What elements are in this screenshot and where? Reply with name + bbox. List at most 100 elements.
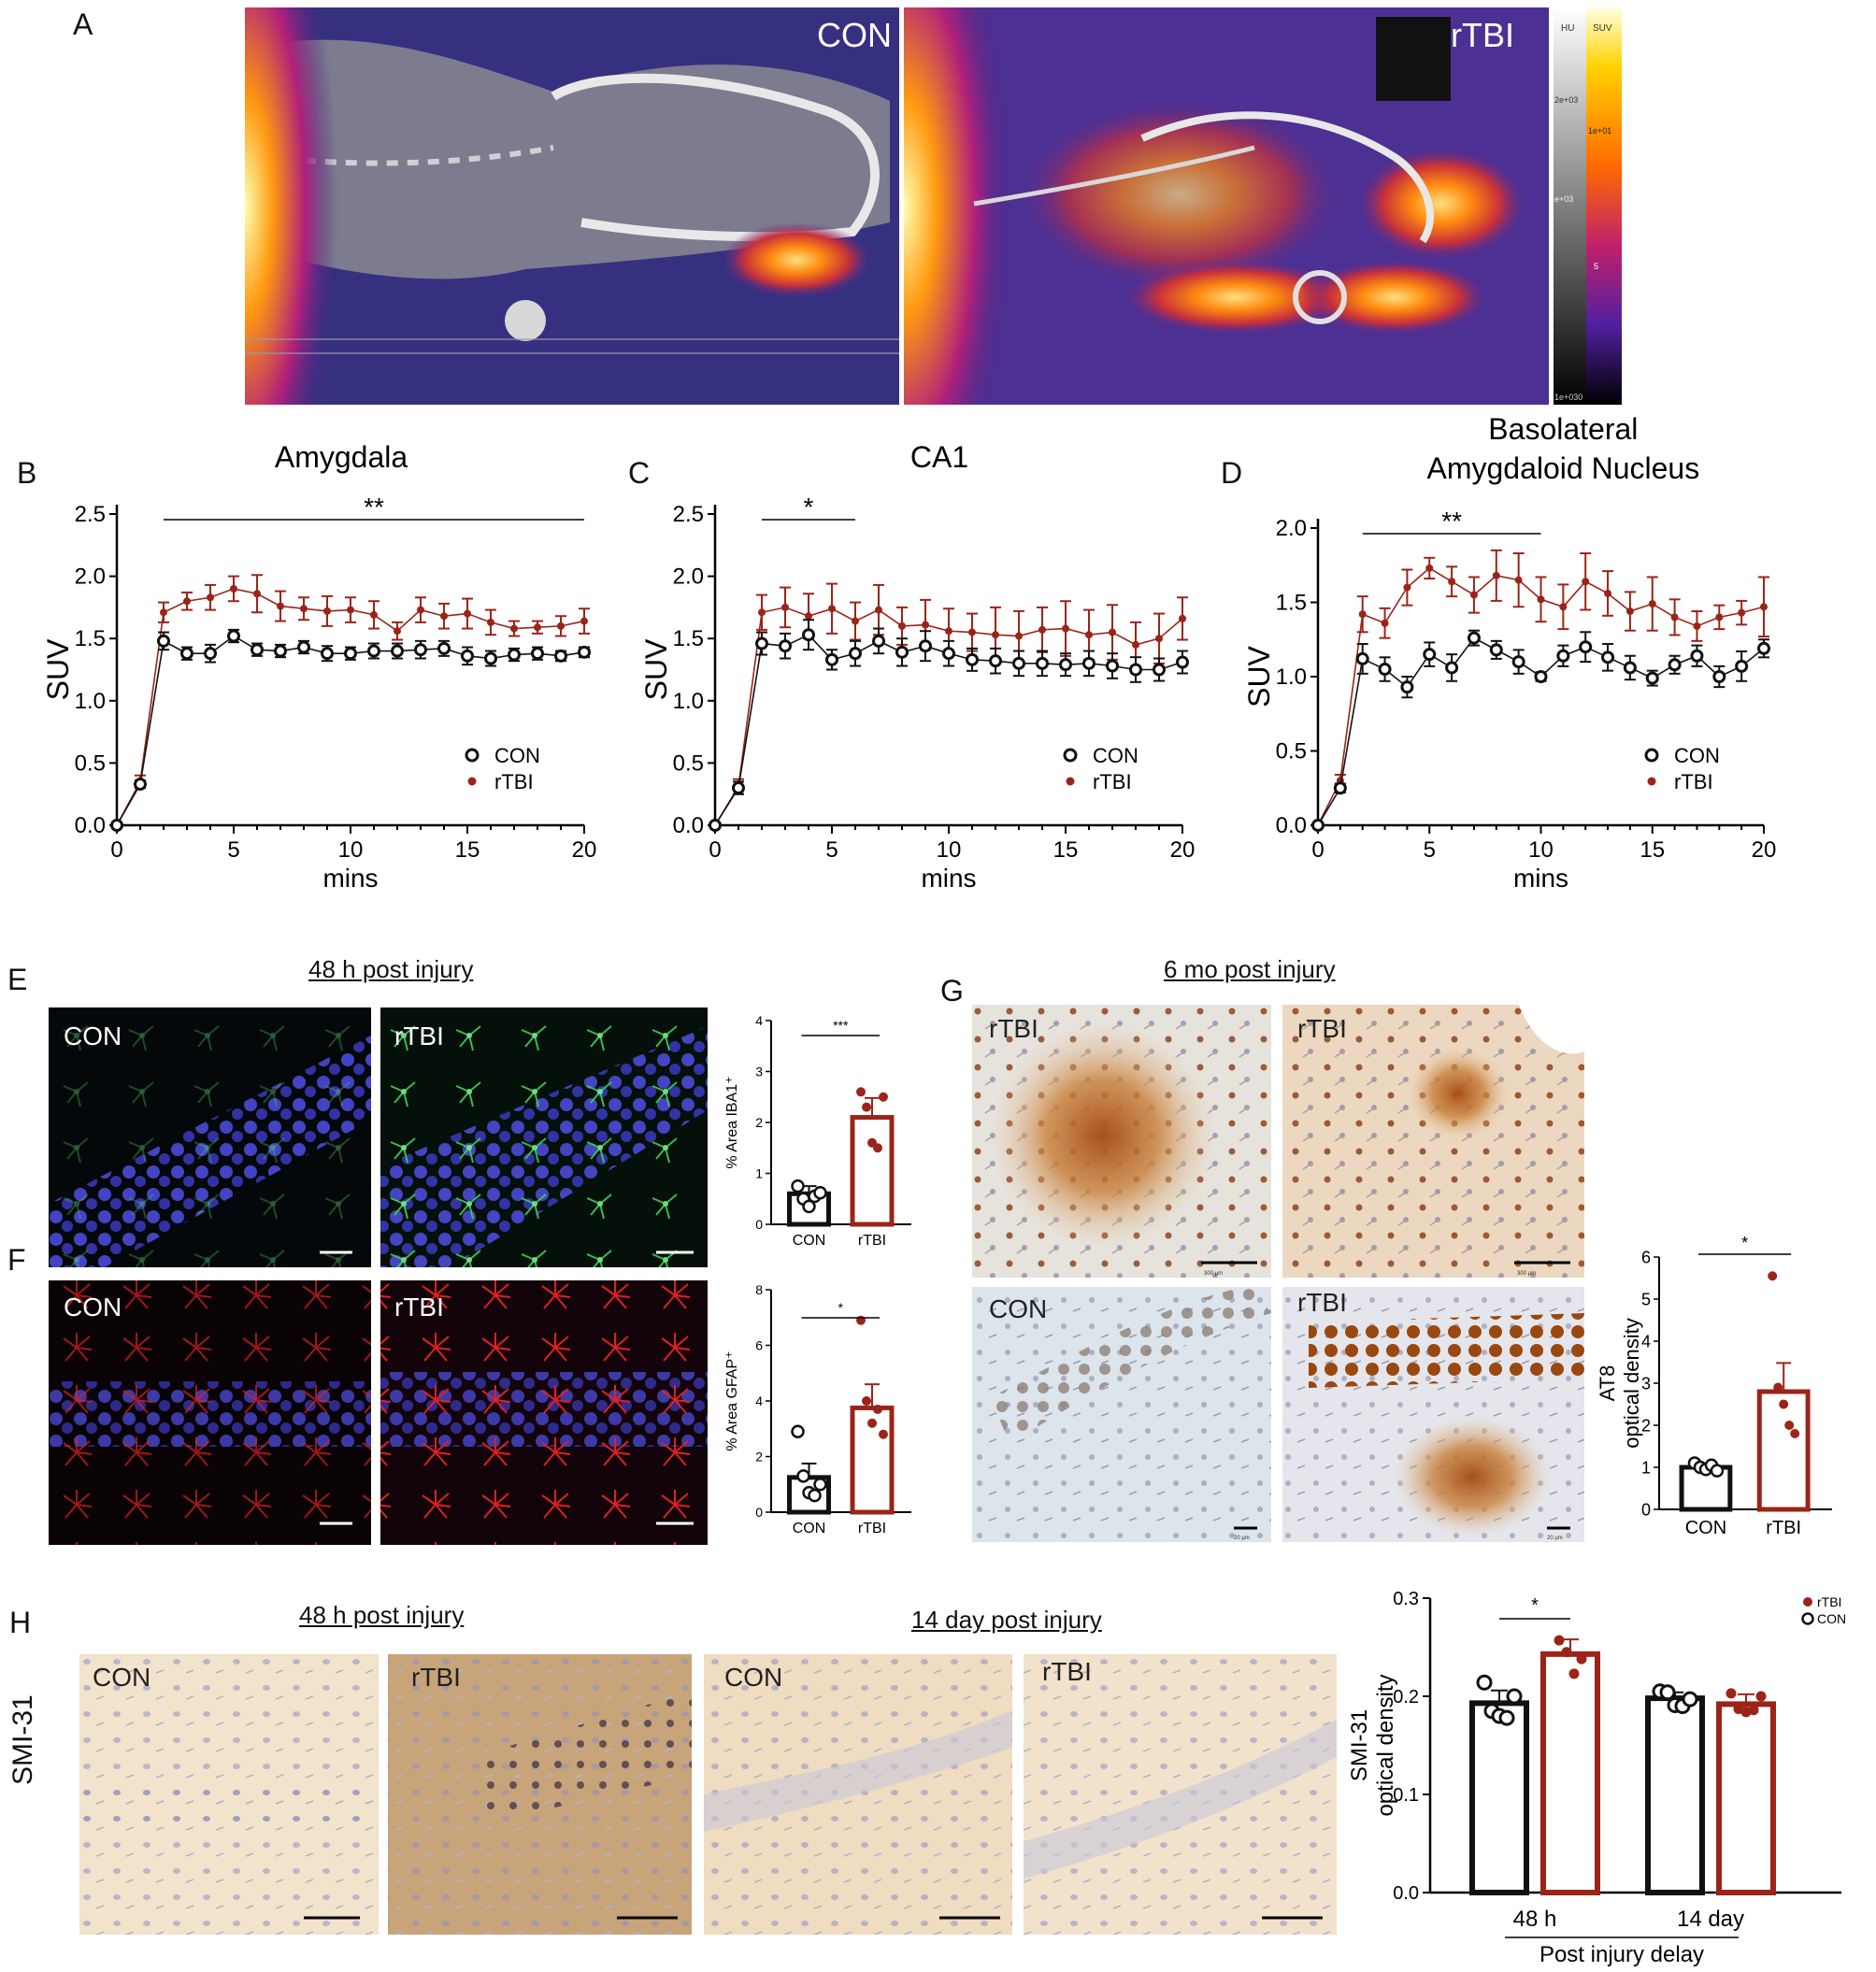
significance-label: *** (833, 1018, 849, 1033)
data-point-rtbi (945, 627, 952, 636)
bar-rtbi (1756, 1389, 1811, 1512)
section-title-6mo: 6 mo post injury (1164, 955, 1336, 983)
micrograph-e-rtbi (380, 1007, 708, 1267)
data-point-rtbi (1561, 1647, 1572, 1658)
data-point-con (825, 652, 838, 666)
pet-label-con: CON (817, 16, 892, 54)
data-point-con (1106, 659, 1119, 673)
data-point-con (227, 629, 240, 643)
data-point-rtbi (1469, 591, 1478, 599)
data-point-rtbi (1559, 603, 1568, 611)
x-tick-label: 5 (1424, 837, 1436, 863)
y-axis-label: optical density (1373, 1674, 1398, 1816)
y-tick-label: 2 (755, 1449, 763, 1464)
significance-label: ** (1441, 507, 1462, 536)
data-point-con (709, 819, 722, 832)
data-point-con (1378, 663, 1392, 677)
micrograph-f-rtbi (380, 1280, 708, 1545)
y-axis-label: AT8 (1596, 1365, 1619, 1402)
micrograph-g-con: 20 µm (972, 1285, 1271, 1542)
group-label: 14 day (1677, 1907, 1744, 1932)
data-point-con (872, 634, 885, 648)
data-point-rtbi (873, 1143, 882, 1153)
legend-label: rTBI (1817, 1594, 1841, 1609)
legend-marker (1066, 777, 1075, 786)
data-point-con (1682, 1691, 1698, 1708)
section-title-48h: 48 h post injury (308, 955, 474, 983)
data-point-rtbi (1576, 1653, 1587, 1665)
y-tick-label: 0.5 (1276, 739, 1307, 765)
line-chart-amygdala: Amygdala 0.0 0.5 1.0 1.5 2.0 2.5 0 5 10 15 20 mins SU… (41, 440, 596, 893)
data-point-con (274, 644, 287, 658)
y-tick-label: 2.0 (1276, 516, 1307, 541)
scale-bar-text: 20 µm (1547, 1536, 1563, 1541)
data-point-rtbi (1790, 1429, 1800, 1438)
y-tick-label: 0.5 (75, 750, 106, 776)
data-point-rtbi (417, 606, 424, 614)
group-label: 48 h (1513, 1907, 1557, 1932)
colorbar-suv-label: SUV (1593, 23, 1612, 34)
x-tick-label: 15 (1640, 837, 1665, 863)
data-point-rtbi (1537, 595, 1545, 604)
colorbar-hu-tick: 2e+03 (1554, 95, 1578, 105)
data-point-rtbi (1109, 628, 1116, 636)
data-point-rtbi (1738, 608, 1746, 617)
significance-label: * (1531, 1595, 1539, 1616)
data-point-rtbi (781, 603, 789, 611)
dab-micrographs-h: CON rTBI CON rTBI (79, 1654, 1337, 1935)
data-point-rtbi (370, 610, 378, 619)
y-tick-label: 1.5 (75, 626, 106, 651)
x-tick-label: 15 (1053, 837, 1079, 863)
chart-title: Amygdaloid Nucleus (1426, 451, 1699, 485)
data-point-rtbi (1604, 589, 1612, 597)
y-tick-label: 1.5 (673, 626, 704, 651)
bar-rtbi (850, 1115, 895, 1227)
data-point-con (1712, 670, 1726, 683)
data-point-rtbi (875, 606, 882, 614)
data-point-con (134, 778, 147, 792)
data-point-con (344, 647, 357, 661)
data-point-rtbi (1514, 576, 1523, 584)
data-point-rtbi (805, 612, 812, 621)
y-tick-label: 2.0 (673, 564, 704, 590)
y-tick-label: 0 (755, 1217, 763, 1232)
data-point-con (1059, 658, 1072, 672)
y-axis-label: % Area GFAP⁺ (724, 1350, 740, 1450)
y-tick-label: 0 (1641, 1500, 1651, 1519)
series-line-con (116, 635, 585, 826)
panel-letter-g: G (940, 974, 964, 1007)
data-point-con (1556, 649, 1570, 663)
y-tick-label: 6 (1641, 1248, 1651, 1266)
data-point-con (1355, 651, 1369, 665)
data-point-con (508, 648, 521, 662)
y-tick-label: 2.0 (75, 564, 106, 590)
data-point-rtbi (1448, 578, 1456, 586)
data-point-rtbi (464, 609, 471, 618)
legend-label: CON (1817, 1611, 1846, 1626)
data-point-con (1645, 671, 1659, 685)
x-tick-label: rTBI (1766, 1518, 1801, 1538)
y-tick-label: 0.0 (1393, 1883, 1419, 1904)
panel-letter-d: D (1221, 456, 1243, 490)
legend-marker (465, 748, 480, 763)
data-point-rtbi (922, 621, 929, 629)
micrograph-label: CON (64, 1022, 122, 1050)
data-point-con (251, 643, 264, 657)
x-tick-label: 5 (825, 837, 838, 863)
colorbar-hu-tick: 1e+030 (1554, 393, 1582, 402)
data-point-rtbi (323, 607, 331, 615)
micrograph-label: rTBI (411, 1663, 461, 1692)
data-point-rtbi (183, 597, 191, 606)
data-point-rtbi (534, 623, 541, 632)
y-tick-label: 1 (1641, 1458, 1651, 1477)
y-tick-label: 2 (755, 1115, 763, 1130)
data-point-con (1445, 661, 1459, 675)
data-point-con (414, 643, 427, 657)
data-point-rtbi (277, 602, 284, 610)
data-point-rtbi (852, 617, 859, 625)
data-point-con (791, 1179, 805, 1193)
section-title-h-14d: 14 day post injury (911, 1606, 1102, 1634)
data-point-rtbi (1015, 632, 1023, 640)
data-point-con (802, 628, 815, 642)
legend-marker (1647, 777, 1656, 786)
